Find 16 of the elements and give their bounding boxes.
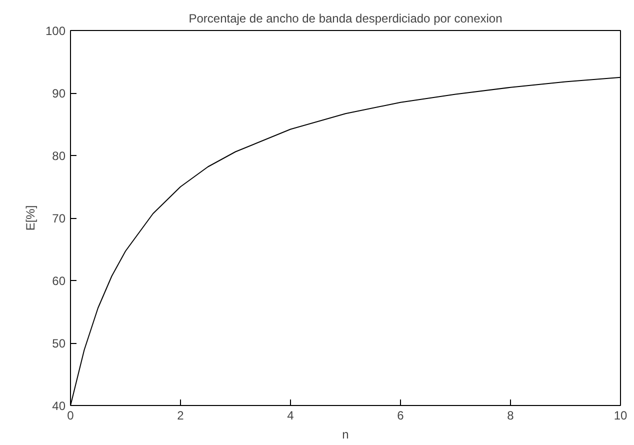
chart-title: Porcentaje de ancho de banda desperdiciado por conexion: [188, 12, 502, 26]
x-tick-label: 4: [287, 408, 294, 422]
y-tick-label: 90: [52, 86, 66, 100]
y-tick-label: 100: [45, 24, 66, 38]
x-tick-label: 10: [614, 408, 628, 422]
x-tick-label: 2: [177, 408, 184, 422]
y-tick-label: 60: [52, 274, 66, 288]
x-tick-label: 8: [507, 408, 514, 422]
y-tick-label: 80: [52, 149, 66, 163]
y-tick-label: 50: [52, 336, 66, 350]
y-tick-label: 40: [52, 399, 66, 413]
y-tick-label: 70: [52, 212, 66, 226]
x-tick-label: 6: [397, 408, 404, 422]
x-tick-label: 0: [67, 408, 74, 422]
y-axis-title: E[%]: [23, 205, 38, 231]
x-axis-title: n: [342, 428, 349, 442]
